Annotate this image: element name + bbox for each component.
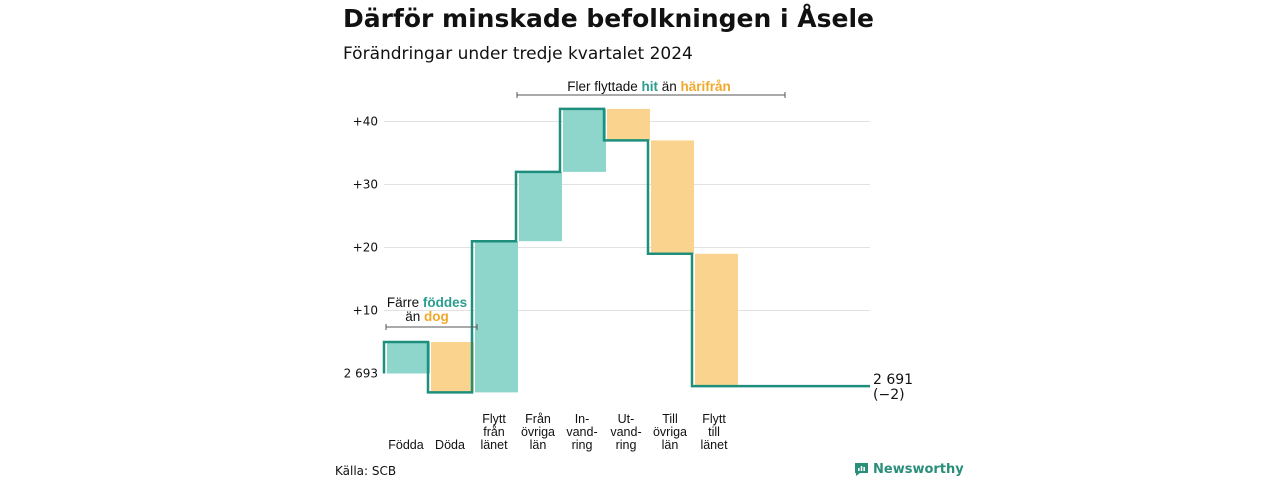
- brand-name: Newsworthy: [873, 462, 964, 477]
- bars: [387, 108, 738, 393]
- annotation-migration-text: Fler flyttade hit än härifrån: [567, 79, 731, 94]
- category-label: Flytt från länet: [480, 412, 508, 452]
- bar-döda: [431, 342, 474, 393]
- source-note: Källa: SCB: [335, 464, 397, 478]
- chart-subtitle: Förändringar under tredje kvartalet 2024: [343, 44, 693, 64]
- y-tick-label: +10: [353, 304, 378, 318]
- category-label: In-vand-ring: [566, 412, 597, 452]
- category-label: Flytt till länet: [700, 412, 728, 452]
- brand-logo: Newsworthy: [854, 462, 964, 477]
- bar-födda: [387, 342, 430, 374]
- bar-utvandring: [607, 108, 650, 141]
- category-labels: Födda Döda Flytt från länet Från övriga län In-v…: [388, 412, 728, 452]
- bar-tillövrigalän: [651, 140, 694, 254]
- end-change-label: (−2): [873, 387, 905, 403]
- category-label: Ut-vand-ring: [610, 412, 641, 452]
- category-label: Döda: [435, 438, 465, 452]
- y-tick-label: +30: [353, 178, 378, 192]
- bar-flytttilllänet: [695, 253, 738, 387]
- y-tick-label: 2 693: [344, 367, 378, 381]
- y-axis-ticks: 2 693 +10 +20 +30 +40: [344, 115, 378, 381]
- annotation-natural-bracket: [385, 324, 478, 330]
- natural-change-annotation: Färre föddes än dog: [385, 295, 478, 330]
- category-label: Till övriga län: [653, 412, 687, 452]
- annotation-natural-line1: Färre föddes: [387, 295, 467, 310]
- gridlines: [384, 121, 870, 311]
- migration-annotation: Fler flyttade hit än härifrån: [516, 79, 786, 98]
- y-tick-label: +20: [353, 241, 378, 255]
- annotation-migration-bracket: [516, 92, 786, 98]
- bar-flyttfrånlänet: [475, 241, 518, 393]
- category-label: Födda: [388, 438, 423, 452]
- bar-frånövrigalän: [519, 171, 562, 242]
- cumulative-step-line: [382, 107, 870, 394]
- y-tick-label: +40: [353, 115, 378, 129]
- annotation-natural-line2: än dog: [405, 309, 449, 324]
- chart-title: Därför minskade befolkningen i Åsele: [343, 4, 874, 33]
- category-label: Från övriga län: [521, 412, 555, 452]
- end-value-label: 2 691: [873, 372, 913, 388]
- bar-invandring: [563, 108, 606, 172]
- newsworthy-icon: [855, 463, 868, 476]
